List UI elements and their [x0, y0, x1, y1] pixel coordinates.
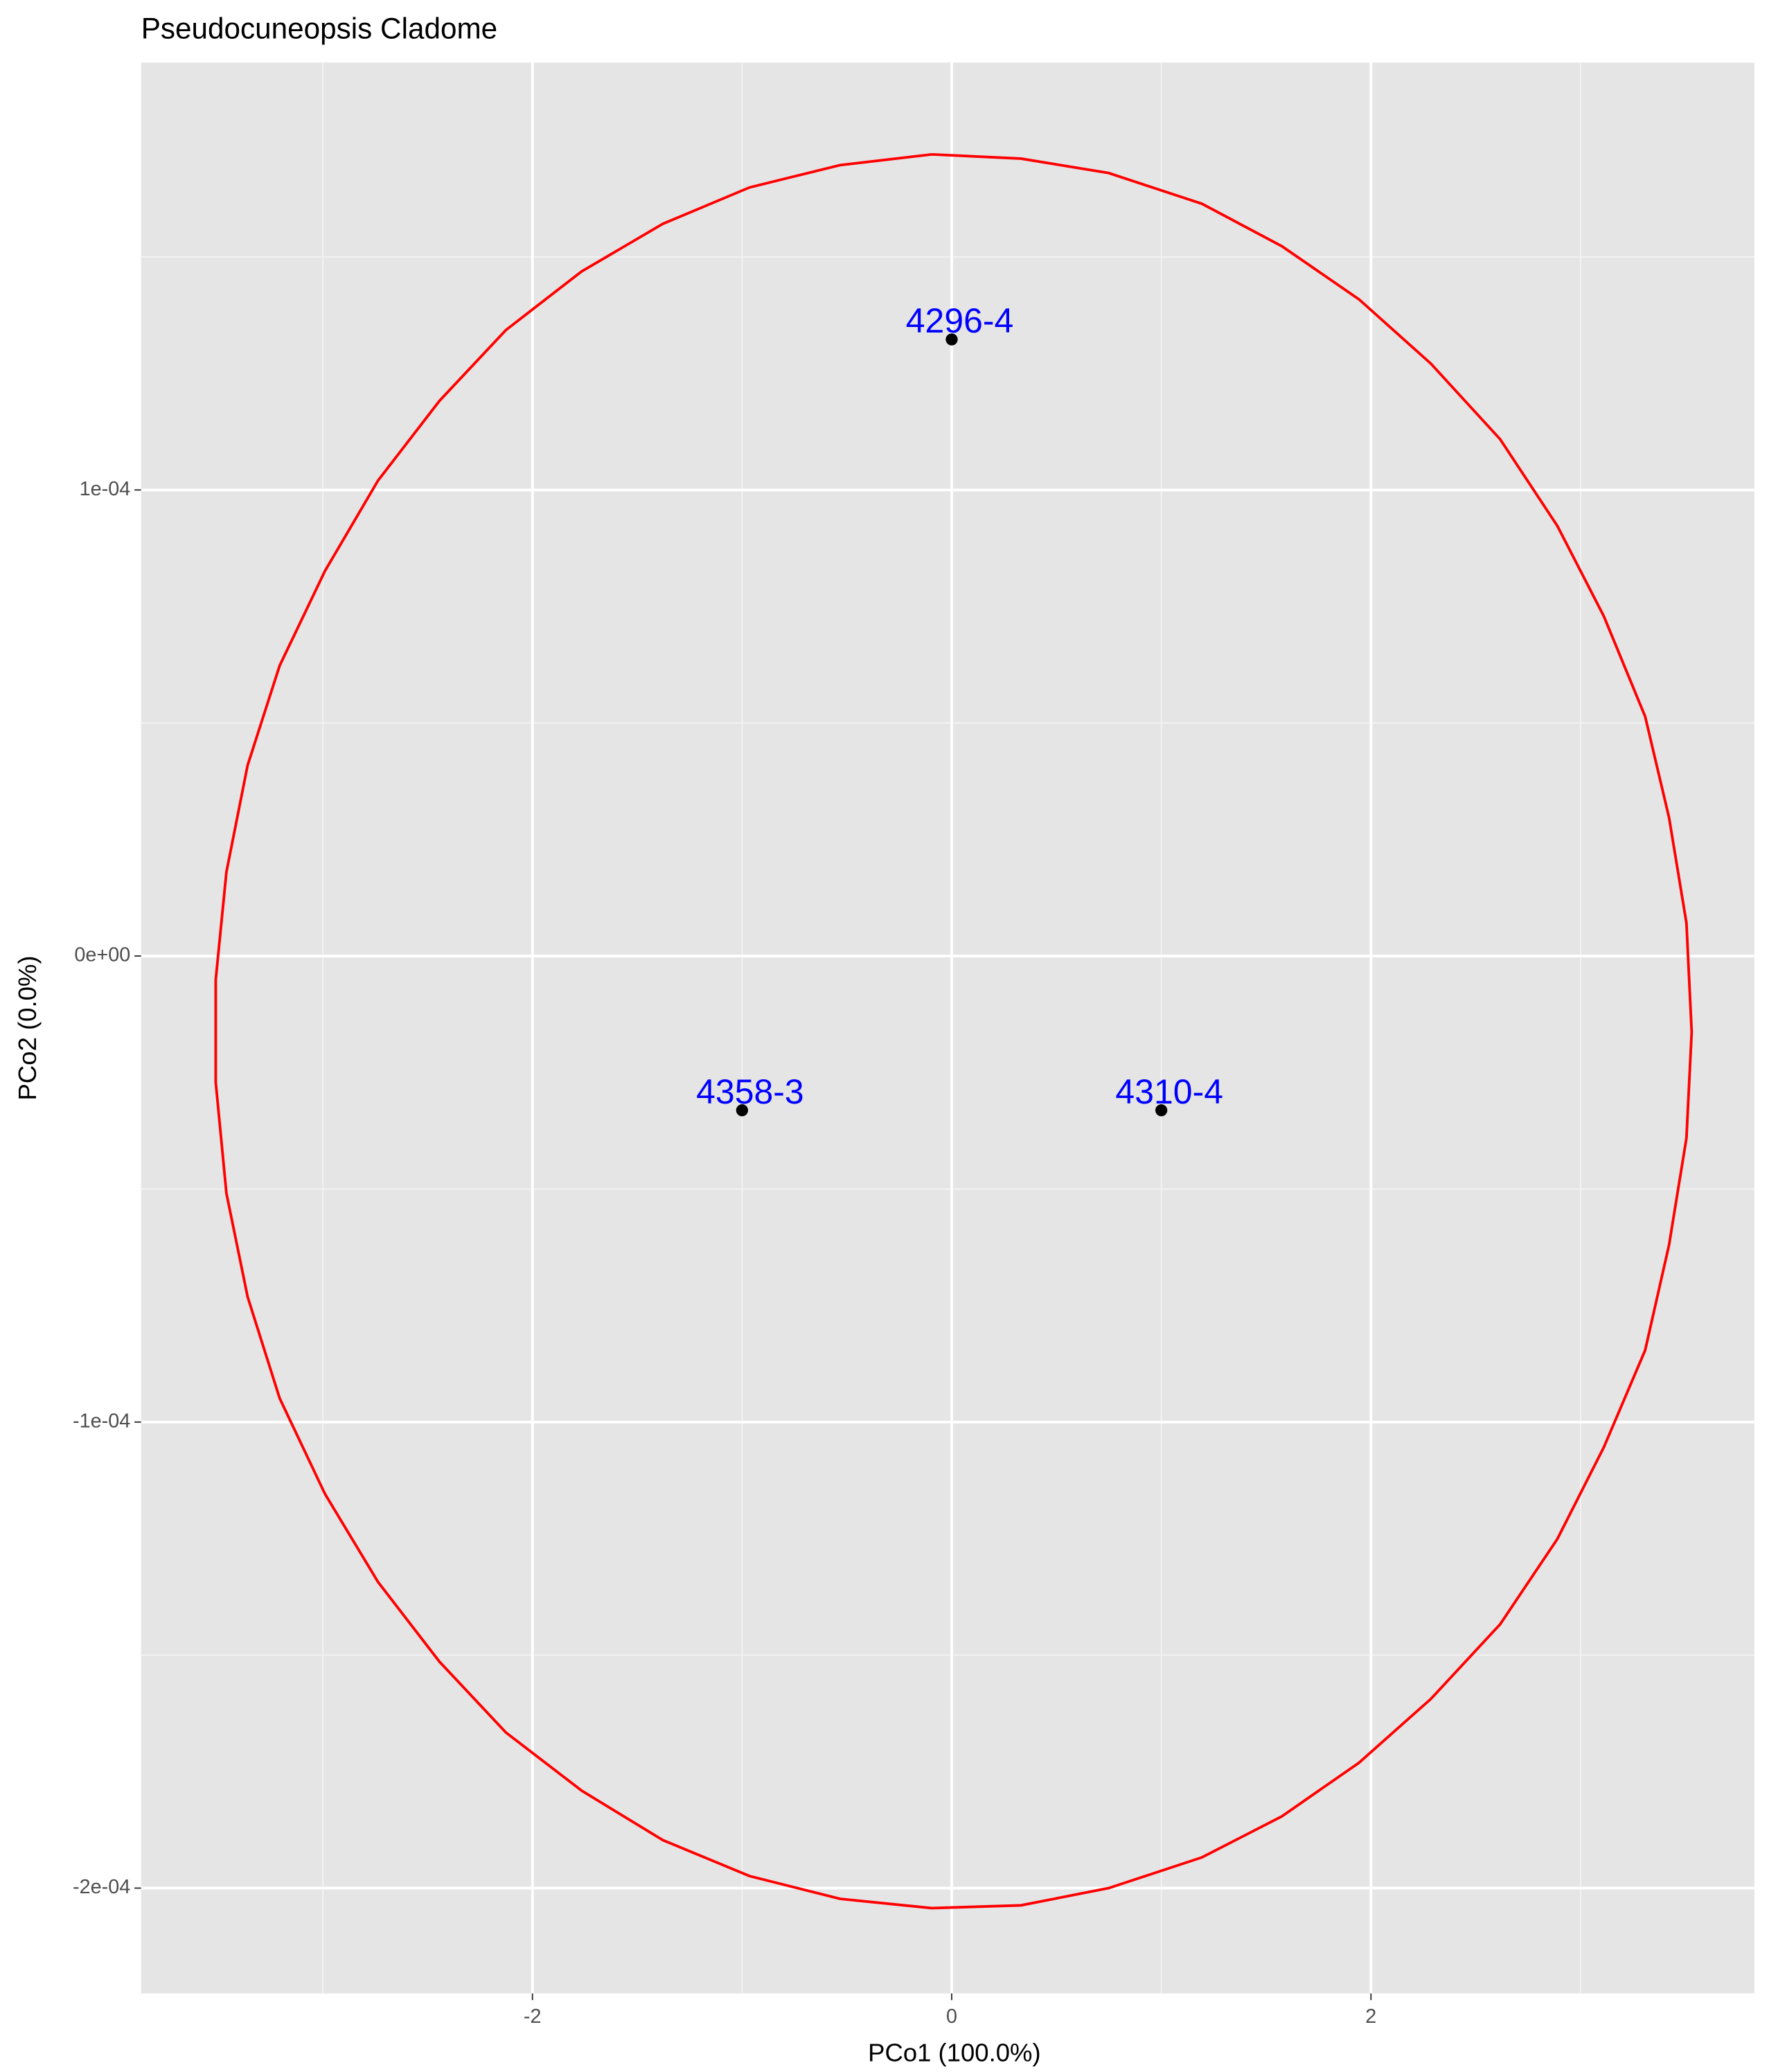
point-label: 4358-3: [696, 1072, 804, 1111]
y-axis-label: PCo2 (0.0%): [13, 955, 42, 1100]
point: [945, 333, 958, 346]
x-tick-label: 0: [946, 2005, 957, 2028]
chart-title: Pseudocuneopsis Cladome: [141, 12, 497, 44]
point-label: 4296-4: [906, 301, 1014, 340]
point: [736, 1104, 749, 1117]
x-axis-label: PCo1 (100.0%): [868, 2039, 1041, 2067]
x-tick-label: 2: [1365, 2005, 1376, 2028]
y-tick-label: -1e-04: [73, 1410, 130, 1432]
point: [1155, 1104, 1168, 1117]
y-tick-label: -2e-04: [73, 1876, 130, 1898]
x-tick-label: -2: [524, 2005, 542, 2028]
panel: [141, 62, 1754, 1994]
y-tick-label: 1e-04: [80, 478, 131, 500]
point-label: 4310-4: [1115, 1072, 1223, 1111]
y-tick-label: 0e+00: [74, 944, 130, 966]
ellipse: [214, 152, 1694, 1910]
